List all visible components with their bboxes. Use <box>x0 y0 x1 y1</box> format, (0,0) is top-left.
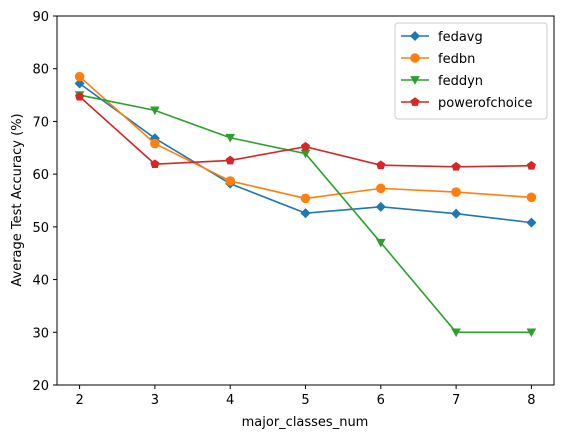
y-axis-title: Average Test Accuracy (%) <box>10 113 25 286</box>
data-point-fedavg <box>375 201 386 212</box>
axes: 2 3 4 5 6 7 8 20 30 40 50 60 70 80 90 <box>32 10 555 408</box>
series-fedavg <box>74 78 537 228</box>
data-point-fedbn <box>451 187 461 197</box>
data-point-powerofchoice <box>526 160 536 170</box>
x-tick-label: 5 <box>301 393 309 408</box>
data-point-powerofchoice <box>300 141 311 151</box>
data-point-fedbn <box>300 193 311 204</box>
data-point-feddyn <box>526 328 537 338</box>
data-point-fedavg <box>526 217 537 228</box>
x-tick-label: 7 <box>452 393 460 408</box>
series-powerofchoice <box>75 91 536 171</box>
data-point-powerofchoice <box>225 155 235 165</box>
plot-area <box>74 71 537 338</box>
data-point-fedbn <box>150 138 160 149</box>
legend-label: fedavg <box>438 30 483 45</box>
legend-marker <box>409 30 421 42</box>
data-point-feddyn <box>451 328 461 338</box>
data-point-fedavg <box>300 208 311 219</box>
legend-marker <box>410 76 420 85</box>
data-point-fedavg <box>451 208 462 219</box>
data-point-fedbn <box>225 176 235 186</box>
legend-item-fedbn: fedbn <box>401 52 475 67</box>
y-tick-label: 40 <box>32 274 49 289</box>
data-point-powerofchoice <box>451 161 461 171</box>
x-tick-label: 6 <box>377 393 385 408</box>
y-tick-label: 20 <box>32 379 49 394</box>
x-tick-label: 4 <box>226 393 234 408</box>
legend-label: powerofchoice <box>438 96 533 111</box>
y-tick-label: 60 <box>32 168 49 183</box>
y-tick-label: 90 <box>32 10 49 25</box>
y-tick-label: 30 <box>32 326 49 341</box>
data-point-fedbn <box>526 192 537 203</box>
data-point-fedbn <box>74 71 85 82</box>
data-point-powerofchoice <box>75 91 85 101</box>
legend-marker <box>410 53 420 63</box>
y-tick-label: 50 <box>32 221 49 236</box>
legend-label: feddyn <box>438 74 483 89</box>
data-point-powerofchoice <box>150 159 160 169</box>
series-fedbn <box>74 71 537 204</box>
x-tick-label: 2 <box>75 393 83 408</box>
legend-box <box>394 22 548 120</box>
legend-item-fedavg: fedavg <box>401 30 483 45</box>
y-tick-label: 70 <box>32 115 49 130</box>
data-point-feddyn <box>150 106 160 116</box>
legend: fedavg fedbn feddyn powerofchoice <box>394 22 548 120</box>
legend-item-feddyn: feddyn <box>401 74 483 89</box>
legend-marker <box>410 97 420 106</box>
x-tick-label: 8 <box>527 393 535 408</box>
data-point-powerofchoice <box>376 160 386 170</box>
data-point-feddyn <box>376 238 386 248</box>
data-point-fedavg <box>74 78 85 89</box>
data-point-feddyn <box>300 149 311 159</box>
legend-item-powerofchoice: powerofchoice <box>401 96 533 111</box>
x-tick-label: 3 <box>151 393 159 408</box>
x-axis-title: major_classes_num <box>242 415 369 430</box>
data-point-fedbn <box>376 183 386 194</box>
legend-label: fedbn <box>438 52 475 67</box>
y-tick-label: 80 <box>32 63 49 78</box>
data-point-feddyn <box>225 133 235 143</box>
